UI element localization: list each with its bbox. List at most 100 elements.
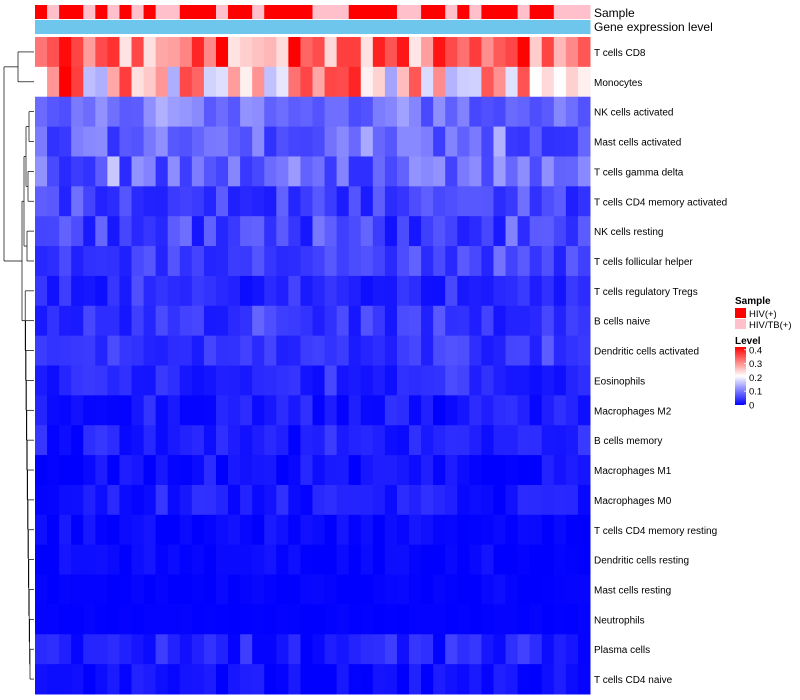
heatmap-cell <box>35 335 48 366</box>
heatmap-cell <box>505 544 519 576</box>
annotation-expression-cell <box>348 20 362 34</box>
annotation-sample-cell <box>95 5 108 19</box>
heatmap-cell <box>445 634 458 665</box>
heatmap-cell <box>83 514 96 546</box>
heatmap-cell <box>264 365 277 396</box>
heatmap-cell <box>71 37 84 68</box>
heatmap-cell <box>215 634 229 665</box>
heatmap-cell <box>529 634 543 665</box>
heatmap-cell <box>131 186 145 217</box>
heatmap-cell <box>276 305 289 337</box>
heatmap-cell <box>336 484 350 516</box>
heatmap-cell <box>529 335 543 366</box>
heatmap-cell <box>469 395 482 426</box>
heatmap-cell <box>143 604 157 635</box>
heatmap-cell <box>131 514 145 546</box>
heatmap-cell <box>481 395 494 426</box>
heatmap-cell <box>529 455 543 486</box>
heatmap-cell <box>288 305 301 337</box>
heatmap-cell <box>300 484 313 516</box>
heatmap-cell <box>300 96 313 128</box>
heatmap-cell <box>348 126 362 157</box>
heatmap-cell <box>396 156 410 187</box>
heatmap-cell <box>517 216 531 247</box>
heatmap-cell <box>143 634 157 665</box>
heatmap-cell <box>529 305 543 337</box>
heatmap-cell <box>529 186 543 217</box>
heatmap-cell <box>529 275 543 307</box>
annotation-sample-cell <box>228 5 241 19</box>
heatmap-cell <box>264 186 277 217</box>
heatmap-cell <box>493 634 507 665</box>
heatmap-cell <box>384 634 398 665</box>
heatmap-cell <box>565 455 579 486</box>
heatmap-cell <box>481 186 494 217</box>
heatmap-cell <box>421 544 434 576</box>
heatmap-cell <box>119 66 133 98</box>
row-label: Monocytes <box>594 78 642 89</box>
annotation-expression-cell <box>324 20 338 34</box>
heatmap-cell <box>505 634 519 665</box>
heatmap-cell <box>288 514 301 546</box>
legend-tick-label: 0 <box>749 401 754 412</box>
heatmap-cell <box>324 634 338 665</box>
row-label: Mast cells activated <box>594 138 681 149</box>
heatmap-cell <box>372 365 386 396</box>
heatmap-cell <box>264 484 277 516</box>
heatmap-cell <box>348 664 362 695</box>
heatmap-cell <box>384 37 398 68</box>
heatmap-cell <box>324 365 338 396</box>
annotation-sample-cell <box>372 5 386 19</box>
heatmap-cell <box>372 544 386 576</box>
heatmap-cell <box>421 335 434 366</box>
heatmap-cell <box>300 216 313 247</box>
heatmap-cell <box>191 216 205 247</box>
heatmap-cell <box>457 664 470 695</box>
heatmap-cell <box>252 335 265 366</box>
heatmap-cell <box>409 484 422 516</box>
heatmap-cell <box>276 425 289 456</box>
heatmap-cell <box>276 634 289 665</box>
row-label: T cells CD4 memory activated <box>594 197 727 208</box>
heatmap-cell <box>59 484 72 516</box>
heatmap-cell <box>288 335 301 366</box>
heatmap-cell <box>433 455 446 486</box>
heatmap-cell <box>445 395 458 426</box>
heatmap-cell <box>71 664 84 695</box>
heatmap-cell <box>457 216 470 247</box>
row-label: Eosinophils <box>594 376 645 387</box>
heatmap-cell <box>529 246 543 277</box>
heatmap-cell <box>215 425 229 456</box>
heatmap-cell <box>433 335 446 366</box>
heatmap-cell <box>312 186 326 217</box>
heatmap-cell <box>131 544 145 576</box>
heatmap-cell <box>264 514 277 546</box>
heatmap-cell <box>191 455 205 486</box>
heatmap-cell <box>433 484 446 516</box>
heatmap-cell <box>71 156 84 187</box>
heatmap-cell <box>95 574 108 605</box>
heatmap-cell <box>59 365 72 396</box>
heatmap-cell <box>384 664 398 695</box>
annotation-sample-cell <box>396 5 410 19</box>
annotation-sample-cell <box>529 5 543 19</box>
heatmap-cell <box>529 37 543 68</box>
heatmap-cell <box>541 156 555 187</box>
heatmap-cell <box>336 335 350 366</box>
heatmap-cell <box>155 395 169 426</box>
heatmap-cell <box>240 664 253 695</box>
heatmap-cell <box>131 275 145 307</box>
heatmap-cell <box>481 126 494 157</box>
heatmap-cell <box>541 604 555 635</box>
annotation-sample-cell <box>252 5 265 19</box>
heatmap-cell <box>83 335 96 366</box>
heatmap-cell <box>541 514 555 546</box>
heatmap-cell <box>203 275 217 307</box>
annotation-sample-cell <box>505 5 519 19</box>
legend-level-title: Level <box>735 336 761 347</box>
heatmap-cell <box>143 365 157 396</box>
heatmap-cell <box>276 455 289 486</box>
heatmap-cell <box>409 156 422 187</box>
heatmap-cell <box>336 216 350 247</box>
heatmap-cell <box>191 275 205 307</box>
